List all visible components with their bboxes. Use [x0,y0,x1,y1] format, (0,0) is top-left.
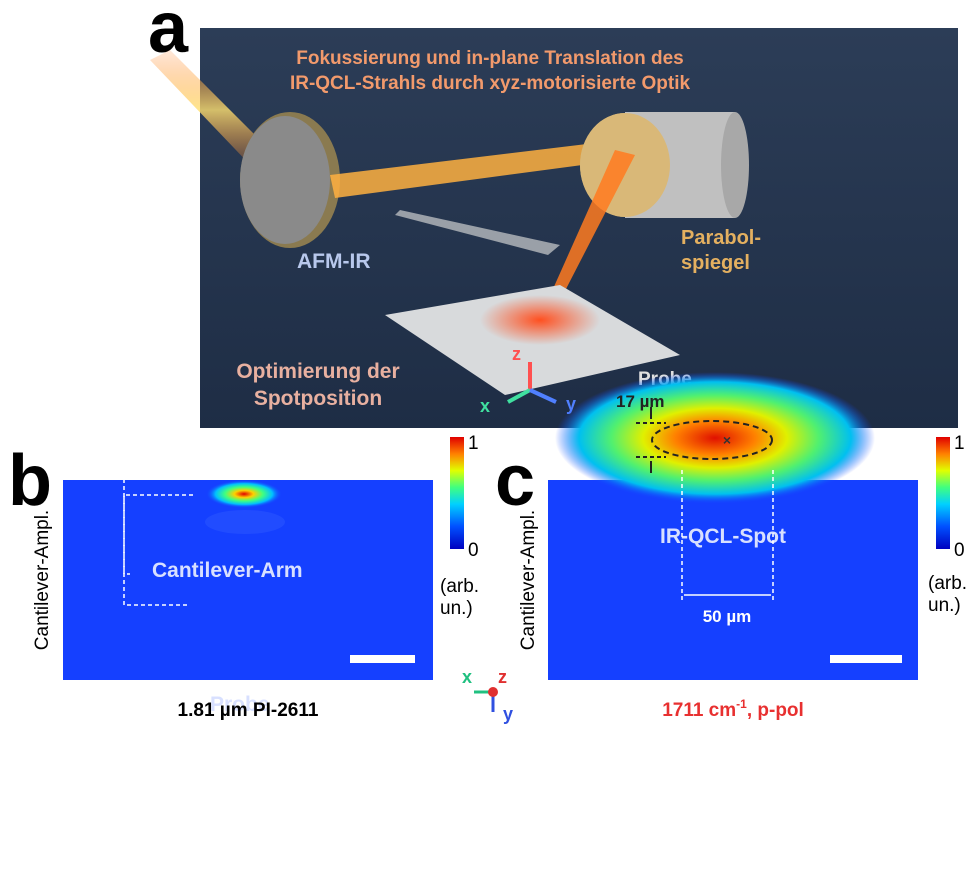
scale-bar [350,655,415,663]
cbar-max: 1 [468,433,479,454]
height-label: 17 µm [616,392,665,411]
axis-x: x [480,396,490,416]
heatmap-spot [206,480,282,508]
caption: 1711 cm-1, p-pol [662,697,804,721]
colorbar [936,437,950,549]
colorbar [450,437,464,549]
heatmap [205,510,285,534]
heatmap [548,480,918,680]
axis-x: x [462,667,472,687]
unit-label: (arb.un.) [440,576,479,619]
panel-label: b [8,441,52,521]
panel-label: c [495,441,535,521]
heatmap-spot [555,372,875,504]
caption: 1.81 µm PI-2611 [178,700,319,721]
y-label: Cantilever-Ampl. [518,510,539,650]
axis-y: y [503,704,513,724]
axis-z: z [498,667,507,687]
spot-label: IR-QCL-Spot [660,525,786,548]
spot [480,295,600,345]
width-label: 50 µm [703,607,752,626]
cbar-min: 0 [468,540,479,561]
axis-z: z [512,344,521,364]
unit-label: (arb.un.) [928,573,967,616]
cbar-min: 0 [954,540,965,561]
parabolic-mirror [721,112,749,218]
afm-label: AFM-IR [297,250,370,273]
arm-label: Cantilever-Arm [152,559,303,582]
mirror [240,116,330,244]
y-label: Cantilever-Ampl. [32,510,53,650]
center-mark: × [723,432,731,448]
axes-legend-icon [474,687,498,712]
cbar-max: 1 [954,433,965,454]
scale-bar [830,655,902,663]
figure: a Fokussierung und in-plane Translation … [0,0,979,885]
